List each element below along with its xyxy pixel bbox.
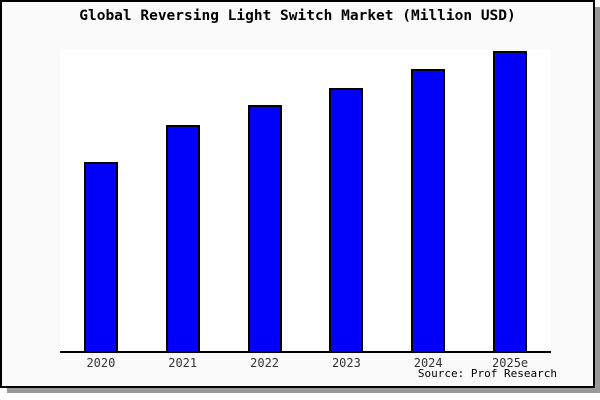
x-tick-label-2022: 2022 (250, 356, 280, 370)
bar-2022 (247, 105, 282, 351)
bar-2024 (411, 69, 446, 351)
x-tick-label-2023: 2023 (331, 356, 361, 370)
x-tick-label-2020: 2020 (86, 356, 116, 370)
source-label: Source: Prof Research (417, 367, 557, 380)
x-tick-label-2024: 2024 (413, 356, 443, 370)
bar-2020 (83, 162, 118, 351)
x-tick-label-2021: 2021 (168, 356, 198, 370)
bar-2025e (493, 51, 528, 351)
plot-area (60, 50, 551, 353)
bar-2023 (329, 88, 364, 351)
x-tick-label-2025e: 2025e (492, 356, 529, 370)
chart-frame: Global Reversing Light Switch Market (Mi… (0, 0, 595, 388)
chart-title: Global Reversing Light Switch Market (Mi… (79, 8, 516, 24)
bar-2021 (165, 125, 200, 351)
x-axis-labels: 2020 2021 2022 2023 2024 2025e (60, 356, 551, 370)
